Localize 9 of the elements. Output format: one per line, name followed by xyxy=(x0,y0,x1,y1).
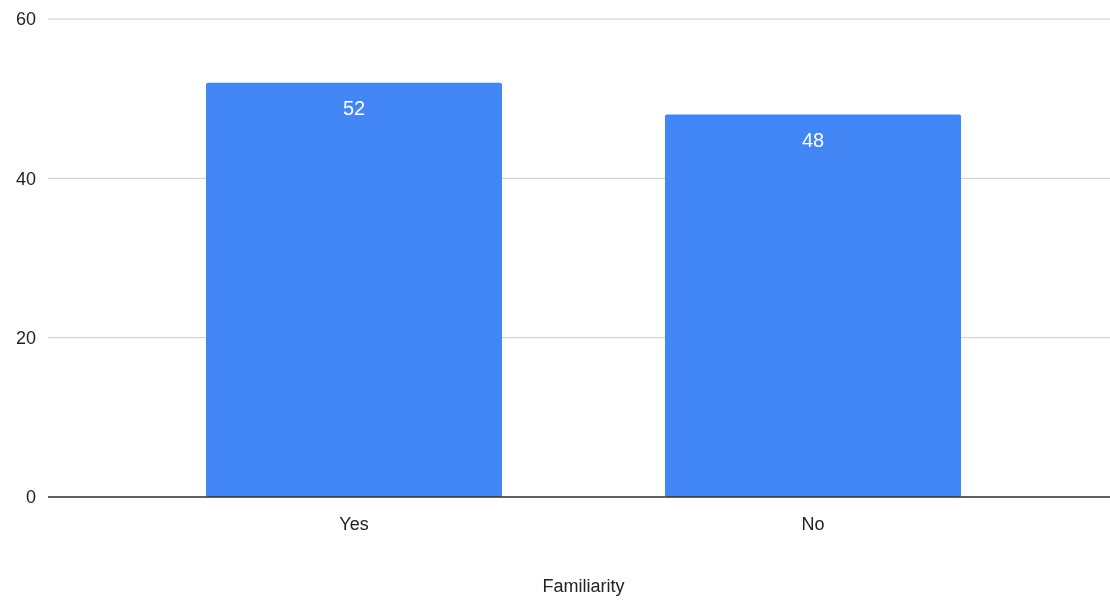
x-axis-title: Familiarity xyxy=(542,576,625,596)
data-label: 52 xyxy=(342,96,366,119)
y-tick-label: 60 xyxy=(15,9,36,30)
x-tick-label: Yes xyxy=(339,514,369,534)
y-tick-label: 40 xyxy=(15,168,36,189)
data-label: 48 xyxy=(801,128,825,151)
x-tick-label: No xyxy=(801,514,825,534)
y-tick-label: 20 xyxy=(15,327,36,348)
y-tick-label: 0 xyxy=(25,487,36,508)
